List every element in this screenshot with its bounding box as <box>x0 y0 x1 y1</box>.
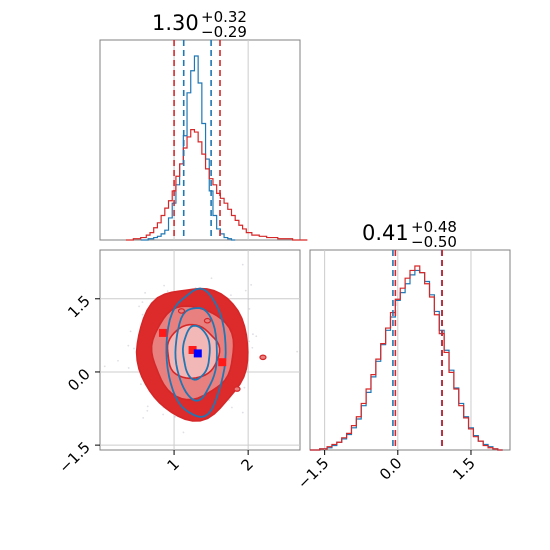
hist1-frame <box>99 39 301 241</box>
scatter-point <box>182 431 185 434</box>
x-tick-label: 1.5 <box>449 454 479 484</box>
scatter-point <box>62 313 64 315</box>
scatter-point <box>210 277 213 280</box>
hist-step-series-0 <box>140 55 236 241</box>
scatter-point <box>129 330 132 333</box>
hist-step-series-1 <box>125 129 308 241</box>
scatter-point <box>247 298 250 301</box>
scatter-point <box>248 340 251 343</box>
scatter-point <box>241 263 244 266</box>
blue-contour-level-0 <box>181 324 211 381</box>
scatter-point <box>184 483 186 485</box>
hist1-title-minus: −0.29 <box>201 23 247 41</box>
scatter-point <box>166 290 169 292</box>
x-tick-label: −1.5 <box>294 454 332 492</box>
red-marker <box>188 346 197 354</box>
scatter-point <box>228 399 230 402</box>
x-tick-label: 0.0 <box>376 454 406 484</box>
hist-step-series-1 <box>310 265 503 451</box>
scatter-point <box>144 291 147 294</box>
scatter-point <box>244 289 247 292</box>
y-tick-label: 0.0 <box>64 365 94 395</box>
scatter-point <box>133 347 135 350</box>
scatter-point <box>248 307 251 310</box>
scatter-point <box>252 333 254 336</box>
red-marker <box>158 328 167 337</box>
hist2-title-value: 0.41 <box>362 221 409 245</box>
scatter-point <box>162 413 165 416</box>
scatter-point <box>230 294 232 297</box>
x-tick-label: 2 <box>237 455 256 474</box>
hist2-title-minus: −0.50 <box>411 233 457 251</box>
red-contour-island <box>233 386 241 392</box>
scatter-point <box>117 359 119 362</box>
red-contour-island <box>259 354 267 361</box>
x-tick-label: 1 <box>163 455 182 474</box>
hist1-quantile-lines <box>173 40 221 240</box>
hist1-title-value: 1.30 <box>152 11 199 35</box>
scatter-point <box>141 301 144 304</box>
hist2-title-plus: +0.48 <box>411 218 457 236</box>
panel-hist-param-2: −1.5 0.0 1.5 0.41 +0.48 −0.50 <box>294 218 511 493</box>
scatter-point <box>127 367 130 369</box>
scatter-point <box>138 305 141 308</box>
hist1-series <box>125 55 308 241</box>
hist1-title-plus: +0.32 <box>201 8 247 26</box>
joint-markers <box>158 328 227 367</box>
scatter-point <box>103 365 106 368</box>
scatter-point <box>243 386 246 389</box>
panel-hist-param-1: 1.30 +0.32 −0.29 <box>99 8 308 241</box>
red-contour-island <box>177 308 186 314</box>
hist2-series <box>310 265 503 451</box>
hist2-grid <box>324 250 472 450</box>
scatter-point <box>146 405 149 408</box>
scatter-point <box>296 350 299 353</box>
scatter-point <box>255 335 258 338</box>
scatter-point <box>241 411 244 414</box>
blue-contour-level-1 <box>174 307 218 402</box>
scatter-point <box>250 283 253 286</box>
red-marker <box>218 358 227 367</box>
y-tick-label: −1.5 <box>55 438 93 476</box>
y-tick-label: 1.5 <box>64 292 94 322</box>
blue-contour-level-2 <box>165 287 227 418</box>
scatter-point <box>142 416 145 419</box>
scatter-point <box>146 409 149 412</box>
joint-y-ticks: −1.5 0.0 1.5 <box>55 292 100 477</box>
hist-step-series-0 <box>310 269 503 451</box>
scatter-point <box>251 346 254 349</box>
scatter-point <box>141 313 144 316</box>
scatter-point <box>174 415 176 418</box>
scatter-point <box>127 344 130 347</box>
scatter-point <box>163 284 165 287</box>
scatter-point <box>231 406 233 409</box>
red-contour-island <box>203 317 212 324</box>
blue-marker <box>193 349 202 358</box>
hist2-x-ticks: −1.5 0.0 1.5 <box>294 450 479 493</box>
hist2-quantile-lines <box>392 250 443 450</box>
scatter-point <box>139 383 142 386</box>
